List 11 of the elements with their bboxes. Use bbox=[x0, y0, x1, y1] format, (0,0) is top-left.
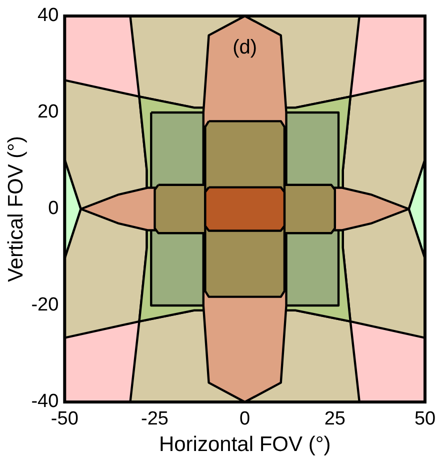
x-tick-label: 0 bbox=[240, 408, 250, 430]
y-tick-label: 0 bbox=[48, 198, 59, 220]
y-tick-label: -20 bbox=[31, 294, 59, 316]
y-tick-label: 40 bbox=[38, 5, 59, 26]
x-axis-title: Horizontal FOV (°) bbox=[158, 433, 331, 456]
y-tick-label: 20 bbox=[38, 102, 59, 123]
annotation: (d) bbox=[232, 36, 258, 60]
x-tick-label: -25 bbox=[141, 408, 168, 430]
x-tick-label: 25 bbox=[324, 408, 346, 430]
y-axis-title: Vertical FOV (°) bbox=[4, 136, 28, 282]
x-tick-label: 50 bbox=[414, 408, 436, 430]
